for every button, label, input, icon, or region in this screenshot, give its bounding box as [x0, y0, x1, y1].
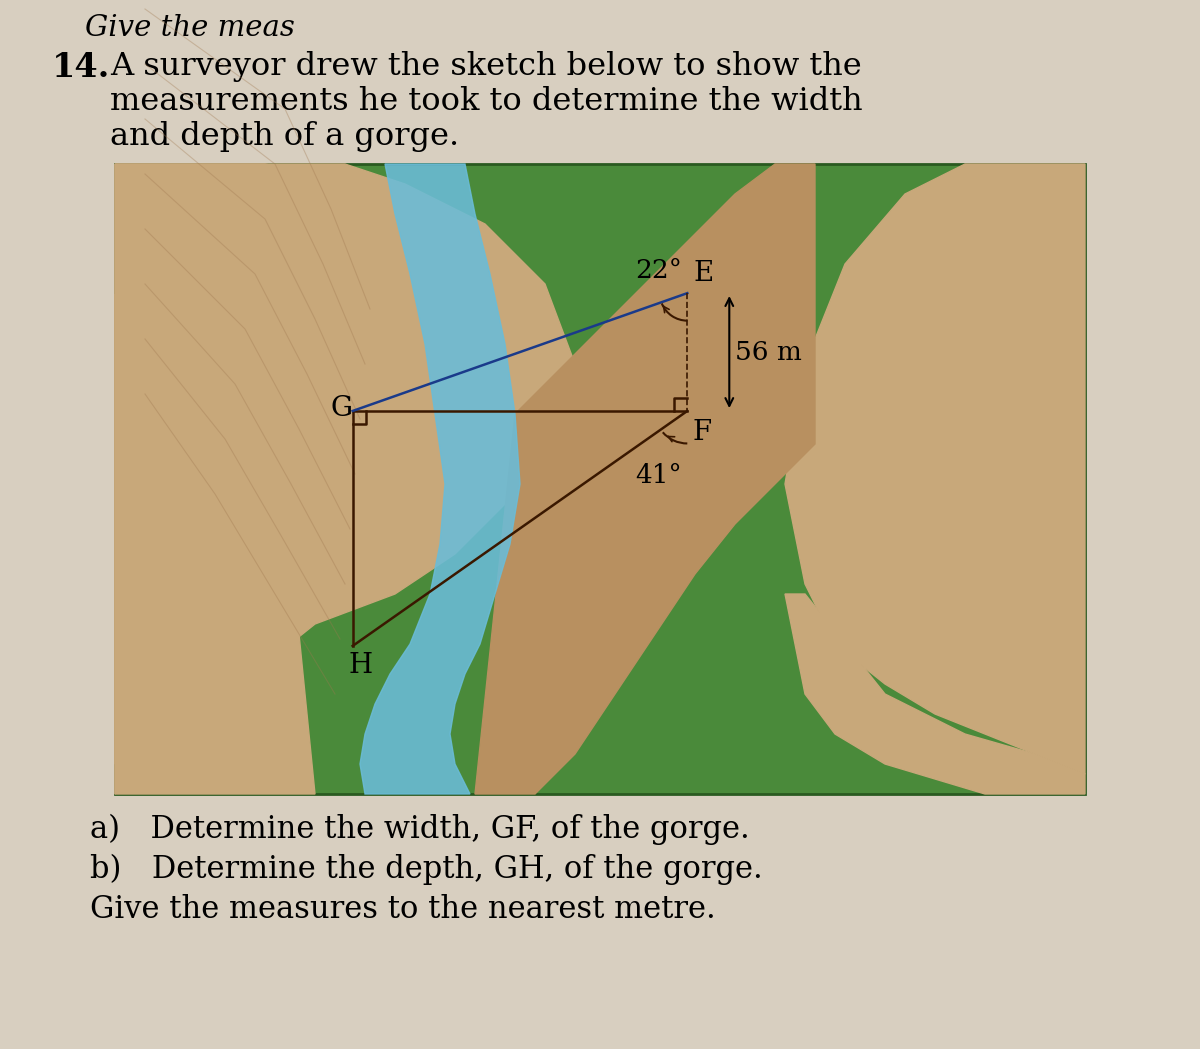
Polygon shape — [115, 164, 365, 794]
Text: measurements he took to determine the width: measurements he took to determine the wi… — [110, 86, 863, 117]
Polygon shape — [115, 294, 314, 794]
Text: H: H — [349, 651, 373, 679]
Text: 22°: 22° — [635, 258, 682, 283]
Text: b) Determine the depth, GH, of the gorge.: b) Determine the depth, GH, of the gorge… — [90, 854, 763, 885]
Text: 56 m: 56 m — [736, 340, 802, 365]
Text: and depth of a gorge.: and depth of a gorge. — [110, 121, 460, 152]
Text: E: E — [694, 260, 714, 287]
Polygon shape — [475, 164, 815, 794]
Polygon shape — [785, 594, 1085, 794]
Polygon shape — [115, 164, 575, 764]
Text: A surveyor drew the sketch below to show the: A surveyor drew the sketch below to show… — [110, 51, 862, 82]
Text: F: F — [692, 419, 712, 446]
Text: Give the meas: Give the meas — [85, 14, 295, 42]
Polygon shape — [785, 164, 1085, 774]
Text: a) Determine the width, GF, of the gorge.: a) Determine the width, GF, of the gorge… — [90, 814, 750, 845]
Text: 14.: 14. — [52, 51, 110, 84]
Bar — [115, 164, 1085, 794]
Text: Give the measures to the nearest metre.: Give the measures to the nearest metre. — [90, 894, 715, 925]
Text: G: G — [331, 395, 353, 423]
Text: 41°: 41° — [635, 463, 682, 488]
Polygon shape — [360, 164, 520, 794]
